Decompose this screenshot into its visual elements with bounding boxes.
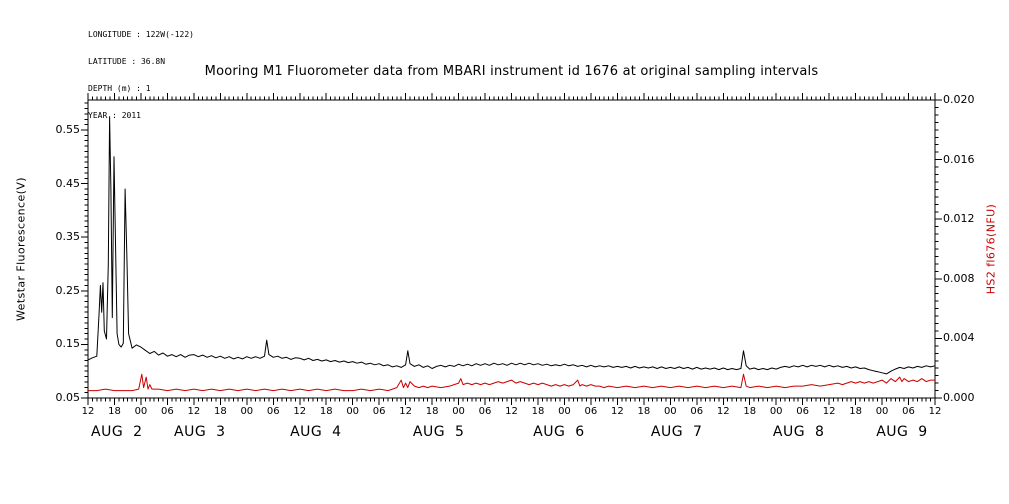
hour-tick-label: 18 [213, 406, 227, 417]
day-label: AUG 9 [876, 424, 928, 440]
hour-tick-label: 18 [531, 406, 545, 417]
left-axis-title: Wetstar Fluorescence(V) [14, 177, 28, 321]
hour-tick-label: 06 [161, 406, 174, 417]
right-tick-label: 0.020 [943, 93, 975, 106]
hour-tick-label: 06 [266, 406, 280, 417]
hour-tick-label: 18 [319, 406, 333, 417]
x-ticks [87, 93, 936, 405]
hour-tick-label: 00 [346, 406, 360, 417]
left-tick-label: 0.15 [55, 337, 81, 351]
hour-tick-label: 06 [690, 406, 704, 417]
left-tick-label: 0.25 [55, 283, 81, 297]
hour-tick-label: 00 [875, 406, 889, 417]
right-tick-label: 0.000 [943, 391, 975, 404]
day-label: AUG 8 [772, 424, 825, 440]
hour-tick-label: 18 [637, 406, 651, 417]
info-depth: DEPTH (m) : 1 [88, 84, 151, 93]
chart-title: Mooring M1 Fluorometer data from MBARI i… [204, 64, 819, 79]
hour-tick-label: 06 [478, 406, 492, 417]
info-latitude: LATITUDE : 36.8N [88, 57, 166, 66]
hour-tick-label: 12 [505, 406, 518, 417]
day-label: AUG 2 [91, 424, 143, 440]
hour-tick-label: 12 [822, 406, 836, 417]
left-tick-label: 0.35 [55, 230, 81, 244]
hour-tick-label: 18 [743, 406, 757, 417]
info-year: YEAR : 2011 [88, 111, 141, 120]
day-label: AUG 5 [412, 424, 465, 440]
hour-tick-label: 06 [796, 406, 810, 417]
right-tick-label: 0.004 [943, 331, 975, 345]
hour-tick-label: 18 [425, 406, 439, 417]
hour-tick-label: 00 [134, 406, 148, 417]
hour-tick-label: 12 [81, 406, 95, 417]
hs2-series-line [88, 373, 935, 392]
hour-tick-label: 00 [769, 406, 783, 417]
hour-tick-label: 06 [902, 406, 915, 417]
left-tick-label: 0.45 [55, 176, 81, 190]
day-label: AUG 4 [290, 424, 342, 440]
hour-tick-label: 00 [240, 406, 254, 417]
hour-tick-label: 12 [928, 406, 942, 417]
right-tick-label: 0.016 [943, 152, 975, 166]
right-tick-label: 0.012 [943, 212, 975, 226]
y-ticks [81, 99, 942, 399]
hour-tick-label: 12 [716, 406, 730, 417]
hour-tick-label: 00 [663, 406, 677, 417]
left-tick-label: 0.05 [55, 391, 81, 404]
hour-tick-label: 18 [108, 406, 121, 417]
header-info: LONGITUDE : 122W(-122) LATITUDE : 36.8N … [88, 12, 194, 138]
hour-tick-label: 12 [611, 406, 624, 417]
info-longitude: LONGITUDE : 122W(-122) [88, 30, 194, 39]
hour-tick-label: 00 [452, 406, 465, 417]
hour-tick-label: 00 [558, 406, 571, 417]
right-tick-label: 0.008 [943, 271, 975, 285]
hour-tick-label: 18 [849, 406, 862, 417]
wetstar-series-line [87, 116, 936, 375]
plot-frame [87, 99, 936, 399]
left-tick-label: 0.55 [55, 123, 81, 136]
hour-tick-label: 12 [293, 406, 307, 417]
day-label: AUG 7 [650, 424, 703, 440]
hour-tick-label: 06 [372, 406, 386, 417]
hour-tick-label: 12 [399, 406, 412, 417]
hour-tick-label: 06 [584, 406, 598, 417]
hour-tick-label: 12 [187, 406, 201, 417]
day-label: AUG 3 [174, 424, 226, 440]
day-label: AUG 6 [533, 424, 585, 440]
